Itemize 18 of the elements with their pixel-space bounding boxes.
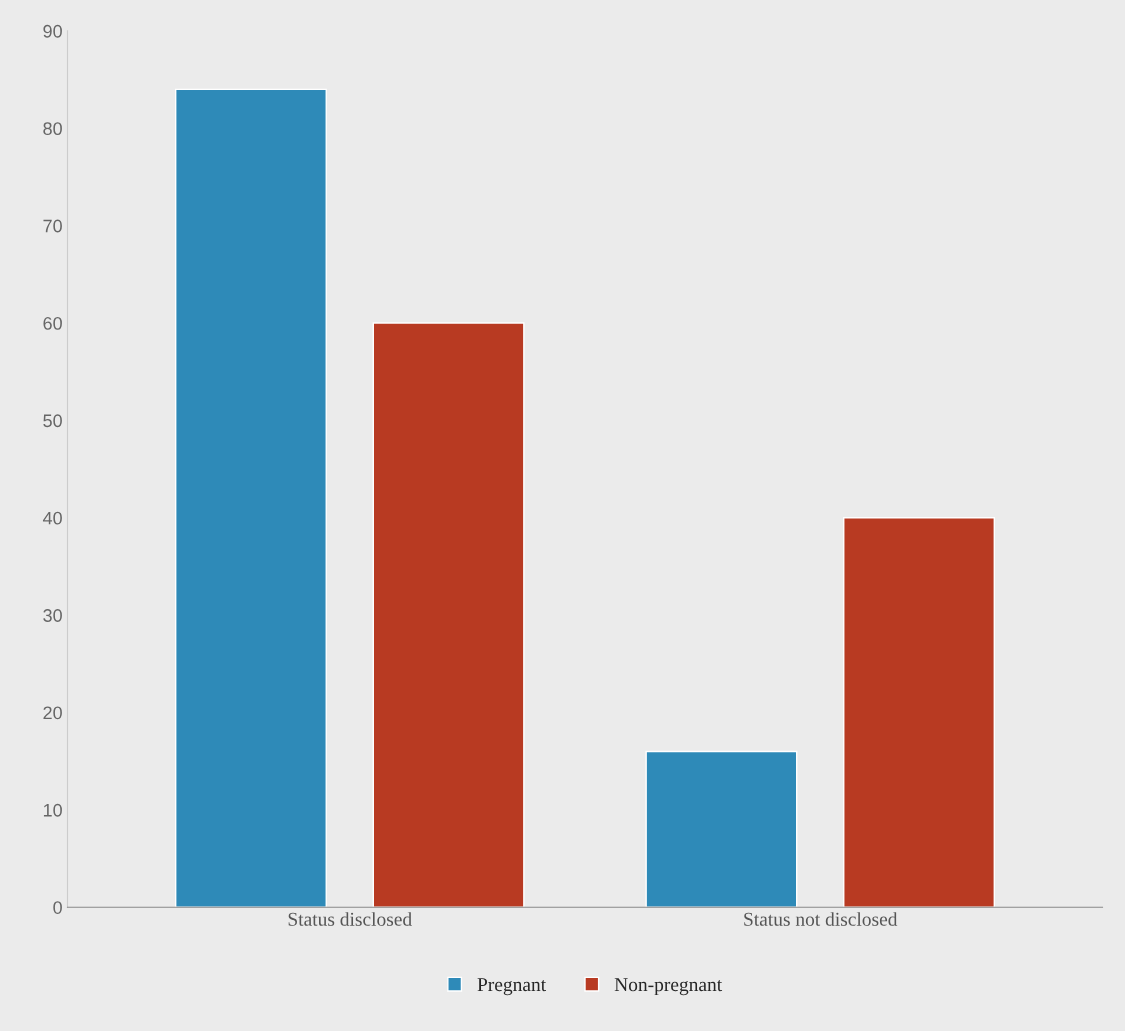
y-tick-label: 70 <box>43 219 62 233</box>
x-tick-label: Status disclosed <box>288 912 412 926</box>
y-tick-label: 50 <box>43 414 62 428</box>
bar <box>175 88 327 908</box>
y-tick-label: 60 <box>43 316 62 330</box>
y-tick-label: 10 <box>43 803 62 817</box>
bar <box>843 517 995 908</box>
x-tick-label: Status not disclosed <box>744 912 898 926</box>
bar <box>645 750 798 908</box>
legend-label: Non-pregnant <box>614 978 723 996</box>
y-tick-label: 20 <box>43 706 62 720</box>
y-tick-label: 40 <box>42 511 62 525</box>
y-tick-label: 80 <box>43 122 62 136</box>
bar <box>372 322 525 908</box>
y-tick-label: 0 <box>53 901 62 914</box>
y-tick-label: 90 <box>43 24 62 38</box>
y-tick-label: 30 <box>43 609 62 622</box>
legend-label: Pregnant <box>477 978 547 996</box>
